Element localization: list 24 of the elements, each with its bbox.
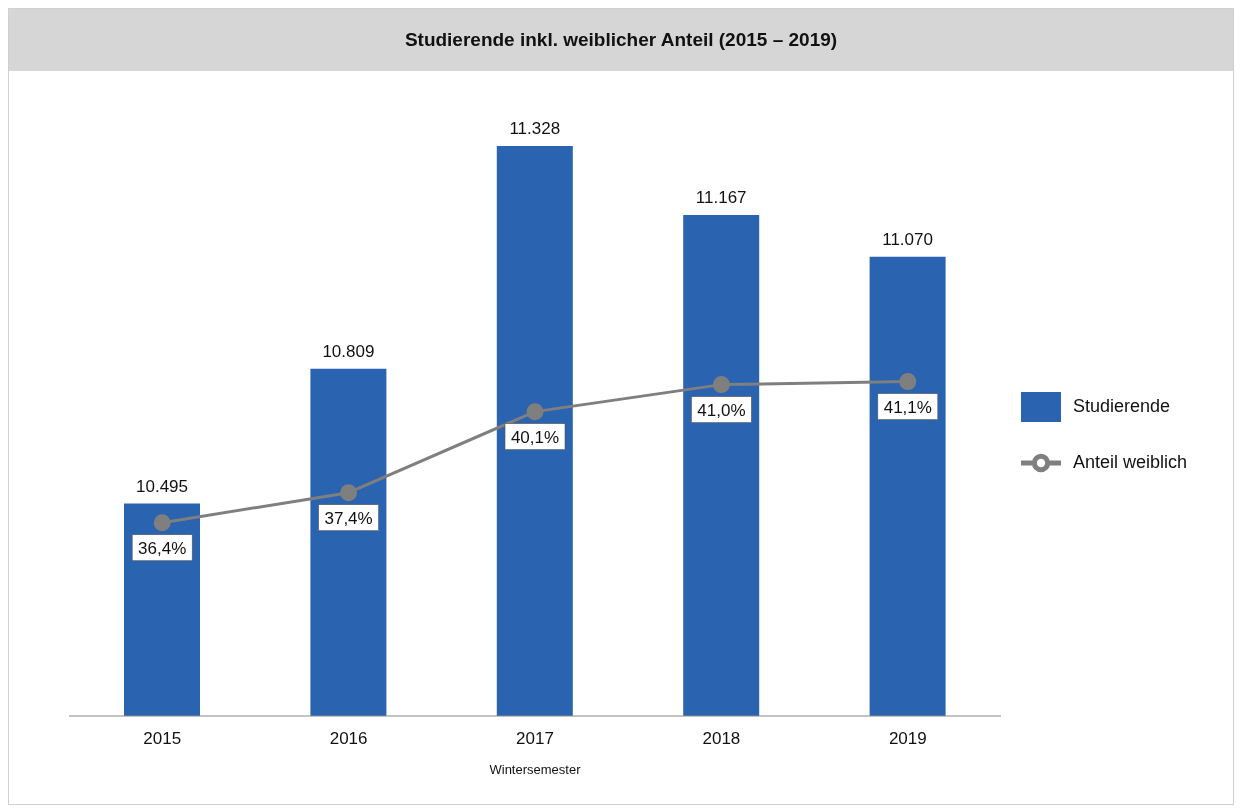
data-label: 11.070 — [882, 229, 933, 249]
data-label: 36,4% — [138, 538, 187, 558]
x-axis-title: Wintersemester — [489, 762, 582, 777]
legend-label: Studierende — [1073, 395, 1171, 416]
data-label: 11.328 — [509, 119, 561, 138]
data-label: 40,1% — [510, 427, 560, 447]
data-label: 10.809 — [322, 341, 375, 361]
x-tick-label: 2018 — [702, 729, 741, 749]
data-label: 41,0% — [697, 400, 746, 420]
legend-label: Anteil weiblich — [1073, 451, 1188, 472]
data-label: 11.167 — [695, 188, 747, 208]
x-tick-label: 2017 — [516, 729, 554, 749]
chart-title: Studierende inkl. weiblicher Anteil (2015 – 2019) — [9, 9, 1233, 71]
data-label: 41,1% — [883, 397, 932, 417]
data-label: 10.495 — [136, 476, 188, 496]
point — [526, 403, 544, 421]
x-tick-label: 2016 — [329, 729, 368, 749]
point — [153, 514, 171, 532]
x-tick-label: 2015 — [143, 729, 182, 749]
point — [712, 376, 730, 394]
data-label: 37,4% — [324, 508, 373, 528]
point — [340, 484, 358, 502]
x-tick-label: 2019 — [888, 729, 927, 749]
point — [899, 373, 917, 391]
